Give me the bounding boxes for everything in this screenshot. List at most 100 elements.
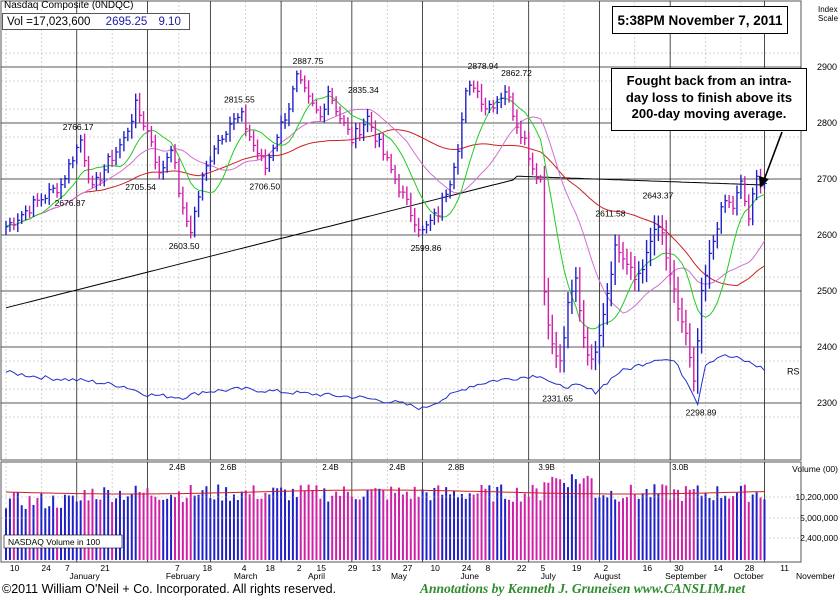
volume-bars: 10,200,000 5,000,000 2,400,000 Volume (00) 2…: [1, 463, 838, 560]
month-label: May: [391, 571, 408, 581]
rs-label: RS: [787, 366, 800, 376]
volume-axis-title: Volume (00): [792, 464, 838, 474]
volume-label: 2.4B: [169, 463, 185, 472]
month-label: November: [796, 571, 835, 581]
date-tick-label: 2: [297, 563, 302, 573]
volume-label: 2.4B: [389, 463, 405, 472]
annotation-box: Fought back from an intra- day loss to f…: [611, 68, 807, 131]
price-label: 2878.94: [468, 61, 499, 71]
price-label: 2599.86: [411, 243, 442, 253]
price-label: 2331.65: [542, 393, 573, 403]
price-tick-label: 2800: [817, 118, 837, 128]
date-tick-label: 13: [371, 563, 381, 573]
timestamp-box: 5:38PM November 7, 2011: [612, 6, 788, 34]
volume-tick-label: 2,400,000: [800, 533, 838, 543]
month-label: September: [665, 571, 707, 581]
date-tick-label: 30: [674, 563, 684, 573]
price-label: 2705.54: [125, 182, 156, 192]
volume-panel-frame: [0, 461, 802, 563]
volume-legend-box: [3, 534, 123, 549]
date-tick-label: 28: [745, 563, 755, 573]
price-tick-label: 2900: [817, 62, 837, 72]
price-label: 2706.50: [249, 181, 280, 191]
date-tick-label: 2: [603, 563, 608, 573]
month-label: October: [734, 571, 764, 581]
annotation-arrow: [759, 131, 783, 188]
date-tick-label: 11: [780, 563, 789, 573]
date-tick-label: 29: [348, 563, 358, 573]
price-value: 2695.25: [105, 16, 148, 28]
price-label: 2611.58: [595, 209, 625, 219]
date-tick-label: 24: [462, 563, 472, 573]
volume-ma-line: [5, 489, 765, 495]
annotation-line: 200-day moving average.: [631, 106, 787, 121]
price-tick-label: 2600: [817, 230, 837, 240]
price-label: 2887.75: [293, 56, 324, 66]
volume-value: Vol =17,023,600: [7, 16, 91, 28]
date-tick-label: 10: [10, 563, 20, 573]
price-label: 2835.34: [348, 85, 379, 95]
price-tick-label: 2700: [817, 174, 837, 184]
volume-tick-label: 10,200,000: [795, 492, 838, 502]
month-label: August: [594, 571, 621, 581]
arrow-shaft: [763, 131, 783, 181]
month-label: April: [308, 571, 325, 581]
date-tick-label: 24: [41, 563, 51, 573]
price-label: 2603.50: [169, 241, 200, 251]
date-tick-label: 15: [316, 563, 326, 573]
price-tick-label: 2500: [817, 286, 837, 296]
date-tick-label: 21: [100, 563, 110, 573]
rs-line: [5, 354, 765, 411]
ma21-line: [5, 108, 765, 314]
change-value: 9.10: [158, 16, 181, 28]
ma50-line: [5, 128, 765, 287]
date-tick-label: 18: [203, 563, 213, 573]
volume-label: 2.6B: [220, 463, 236, 472]
annotation-line: Fought back from an intra-: [626, 73, 792, 88]
date-tick-label: 8: [485, 563, 490, 573]
ticker-label: Nasdaq Composite (0NDQC): [4, 0, 134, 11]
price-tick-label: 2400: [817, 342, 837, 352]
month-label: July: [541, 571, 557, 581]
date-tick-label: 5: [540, 563, 545, 573]
date-tick-label: 10: [430, 563, 440, 573]
price-label: 2643.37: [643, 191, 674, 201]
date-tick-label: 18: [265, 563, 275, 573]
date-tick-label: 7: [65, 563, 70, 573]
month-label: March: [234, 571, 258, 581]
date-tick-label: 4: [242, 563, 247, 573]
price-label: 2815.55: [224, 94, 255, 104]
price-label: 2676.87: [55, 198, 86, 208]
date-tick-label: 16: [643, 563, 653, 573]
price-axis-title: Index: [818, 5, 838, 14]
volume-readout: Vol =17,023,600 2695.25 9.10: [2, 13, 190, 30]
date-tick-label: 14: [713, 563, 723, 573]
annotation-line: day loss to finish above its: [625, 89, 793, 105]
price-bars: [5, 69, 767, 394]
price-tick-label: 2300: [817, 398, 837, 408]
price-label: 2862.72: [501, 68, 532, 78]
price-label: 2298.89: [686, 408, 717, 418]
copyright-text: ©2011 William O'Neil + Co. Incorporated.…: [2, 582, 337, 596]
month-label: February: [166, 571, 201, 581]
volume-label: 2.8B: [448, 463, 464, 472]
volume-tick-label: 5,000,000: [800, 513, 838, 523]
chart-labels: 2766.17 2676.87 2705.54 2603.50 2815.55 2706.…: [10, 56, 835, 581]
ma200-line: [5, 175, 765, 309]
price-label: 2766.17: [63, 122, 94, 132]
volume-legend: NASDAQ Volume in 100: [8, 537, 100, 547]
month-label: June: [461, 571, 480, 581]
date-tick-label: 22: [517, 563, 527, 573]
credit-text: Annotations by Kenneth J. Gruneisen www.…: [420, 581, 746, 596]
month-label: January: [69, 571, 100, 581]
volume-label: 2.4B: [322, 463, 338, 472]
date-tick-label: 19: [572, 563, 582, 573]
arrow-head-icon: [759, 176, 769, 188]
volume-label: 3.0B: [672, 463, 688, 472]
date-tick-label: 27: [403, 563, 413, 573]
rs-line-group: RS: [5, 354, 800, 411]
volume-label: 3.9B: [538, 463, 554, 472]
price-axis-title: Scale: [818, 14, 839, 23]
date-tick-label: 7: [175, 563, 180, 573]
